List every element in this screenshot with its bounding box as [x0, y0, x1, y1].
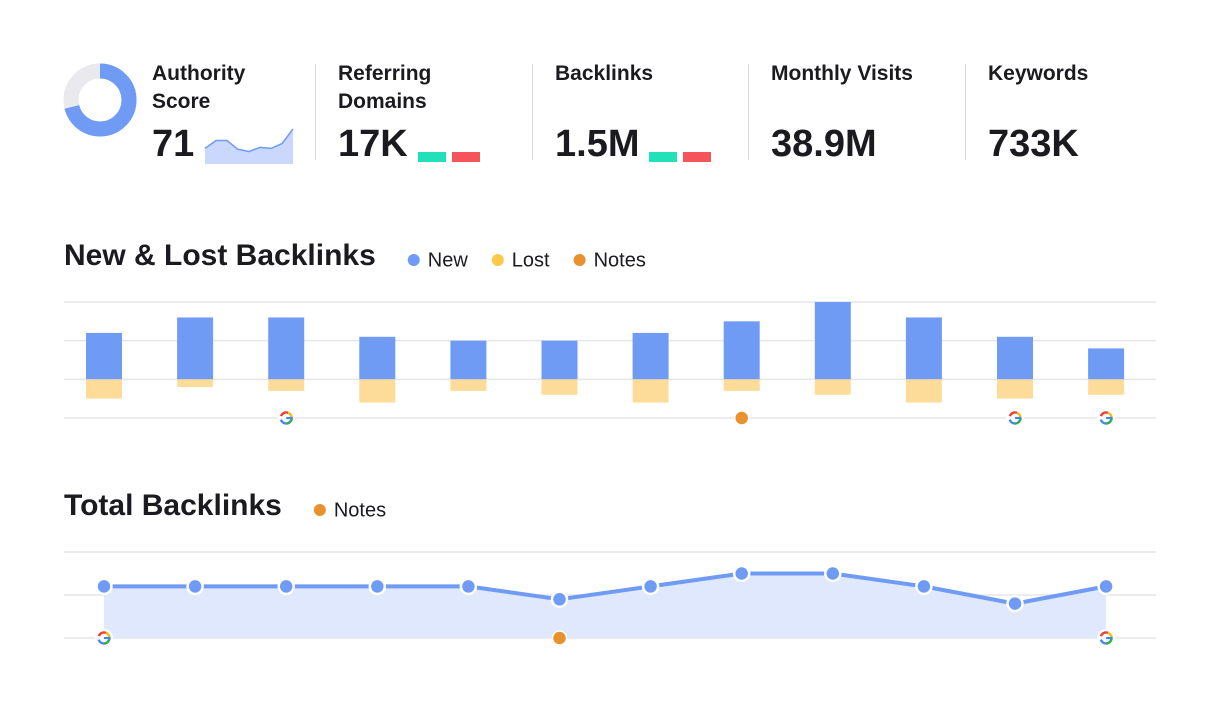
note-marker	[551, 630, 568, 646]
bar	[997, 379, 1033, 399]
sparkline-area	[205, 129, 294, 164]
metric-label: Authority Score	[152, 62, 246, 113]
bar	[177, 379, 214, 388]
separator	[315, 64, 316, 160]
google-update-marker	[1097, 629, 1116, 647]
legend-label: Notes	[334, 499, 386, 521]
metric-value-row: 38.9M	[771, 123, 877, 166]
metric-value: 1.5M	[555, 123, 640, 165]
metric-value-row: 17K	[338, 123, 480, 166]
legend-dot	[491, 254, 504, 266]
point	[641, 577, 660, 596]
bar	[905, 379, 942, 403]
bar	[814, 379, 851, 395]
google-arc	[1099, 631, 1113, 645]
chart-title: New & Lost Backlinks	[64, 239, 376, 272]
metric-card: Keywords 733K	[988, 60, 1168, 165]
bar	[86, 332, 122, 380]
bar	[541, 379, 578, 395]
separator	[532, 64, 533, 160]
metric-card: Backlinks 1.5M	[555, 60, 735, 165]
google-update-marker	[1097, 409, 1116, 427]
sparkline	[204, 128, 294, 164]
bar	[268, 379, 305, 391]
metric-value-row: 71	[152, 123, 294, 166]
point	[732, 564, 751, 583]
metric-label: Referring Domains	[338, 62, 432, 113]
bar	[268, 317, 305, 380]
point	[1006, 594, 1024, 613]
metric-card: Monthly Visits 38.9M	[771, 60, 961, 165]
metric-value: 733K	[988, 123, 1079, 165]
legend-dot	[407, 254, 420, 266]
google-arc	[1099, 631, 1113, 645]
bar	[359, 379, 396, 403]
trend-down	[683, 152, 712, 162]
metric-value: 17K	[338, 123, 408, 165]
legend-label: Notes	[594, 249, 646, 271]
google-arc	[1099, 411, 1113, 425]
metric-value: 38.9M	[771, 123, 877, 165]
bar	[450, 379, 487, 391]
point	[824, 564, 842, 583]
legend-label: New	[428, 249, 469, 271]
bar	[632, 332, 669, 380]
point	[915, 577, 933, 596]
google-arc	[97, 631, 111, 645]
point	[459, 577, 478, 596]
separator	[965, 64, 966, 160]
google-arc	[1099, 411, 1113, 425]
google-arc	[279, 411, 293, 425]
note-marker	[733, 410, 750, 426]
area	[104, 573, 1107, 638]
sparkline-line	[204, 128, 294, 153]
point	[550, 590, 569, 609]
legend-label: Lost	[512, 249, 550, 271]
point	[277, 577, 295, 596]
donut-value	[63, 63, 137, 137]
google-update-marker	[95, 629, 113, 647]
metric-value-row: 733K	[988, 123, 1079, 166]
bar	[359, 336, 396, 380]
bar	[541, 340, 578, 380]
metric-label: Keywords	[988, 62, 1089, 85]
metric-value: 71	[152, 123, 195, 165]
bar	[177, 317, 214, 380]
trend-up	[417, 152, 446, 162]
bar	[1088, 379, 1125, 395]
google-arc	[97, 631, 111, 645]
legend-dot	[313, 504, 326, 516]
point	[368, 577, 387, 596]
bar	[814, 302, 851, 380]
trend-down	[451, 152, 480, 162]
line	[104, 571, 1107, 606]
point	[1097, 577, 1115, 596]
google-arc	[1008, 411, 1022, 425]
bar	[450, 340, 487, 380]
point	[186, 577, 204, 596]
metric-label: Backlinks	[555, 62, 654, 85]
metric-card: Authority Score 71	[152, 60, 294, 165]
separator	[748, 64, 749, 160]
bar	[86, 379, 122, 399]
bar	[723, 379, 760, 391]
google-update-marker	[277, 409, 296, 427]
metric-card: Referring Domains 17K	[338, 60, 488, 165]
google-arc	[1008, 411, 1022, 425]
bar	[632, 379, 669, 403]
chart-title: Total Backlinks	[64, 489, 282, 522]
metric-label: Monthly Visits	[771, 62, 913, 85]
trend-up	[649, 152, 678, 162]
bar	[905, 317, 942, 380]
metric-value-row: 1.5M	[555, 123, 712, 166]
legend-dot	[573, 254, 586, 266]
google-update-marker	[1006, 409, 1024, 427]
bar	[997, 336, 1033, 380]
point	[95, 577, 113, 596]
bar	[723, 321, 760, 380]
google-arc	[279, 411, 293, 425]
bar	[1088, 348, 1125, 380]
